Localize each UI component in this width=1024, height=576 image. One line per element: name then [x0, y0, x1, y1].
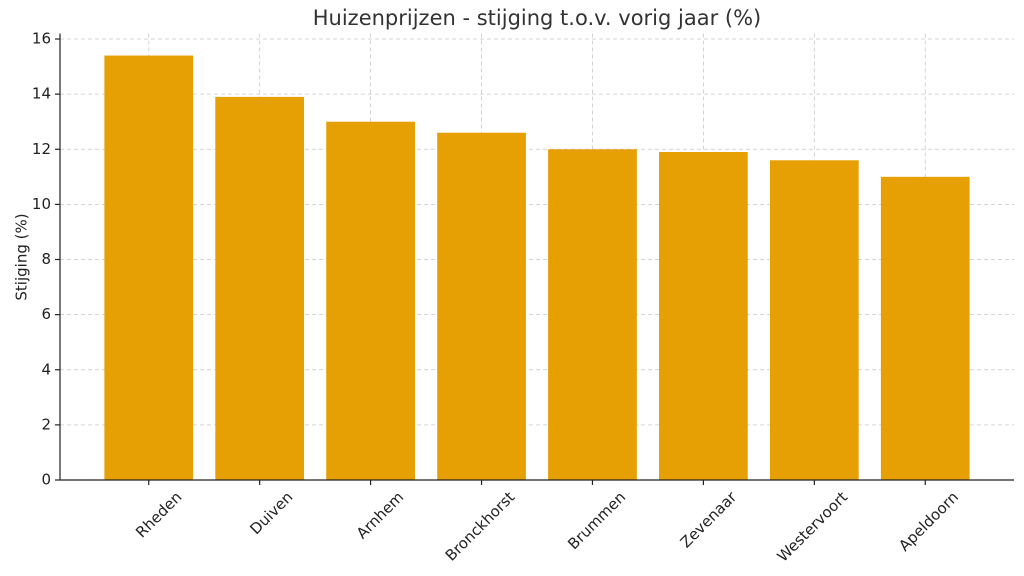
x-tick-label: Duiven	[246, 488, 296, 538]
x-tick-label: Zevenaar	[677, 487, 741, 551]
y-tick-label: 16	[32, 30, 51, 48]
bar	[326, 121, 415, 480]
y-tick-label: 10	[32, 195, 51, 213]
y-tick-label: 4	[41, 360, 51, 378]
x-tick-label: Arnhem	[353, 488, 407, 542]
bar	[880, 176, 970, 480]
bar	[548, 149, 637, 480]
x-tick-label: Bronckhorst	[442, 488, 519, 565]
y-tick-label: 0	[41, 471, 51, 489]
x-tick-label: Apeldoorn	[895, 488, 962, 555]
y-axis-label: Stijging (%)	[13, 213, 31, 300]
bar	[769, 160, 859, 481]
x-tick-label: Rheden	[132, 488, 185, 541]
x-tick-label: Brummen	[564, 488, 629, 553]
y-tick-label: 14	[32, 85, 51, 103]
y-tick-label: 12	[32, 140, 51, 158]
x-tick-label: Westervoort	[774, 488, 852, 566]
bar	[659, 152, 748, 480]
y-tick-label: 8	[41, 250, 51, 268]
chart-title: Huizenprijzen - stijging t.o.v. vorig ja…	[313, 6, 762, 30]
y-tick-label: 2	[41, 415, 51, 433]
bar	[104, 55, 194, 481]
bar	[215, 96, 305, 481]
bar	[437, 132, 526, 480]
y-tick-label: 6	[41, 305, 51, 323]
